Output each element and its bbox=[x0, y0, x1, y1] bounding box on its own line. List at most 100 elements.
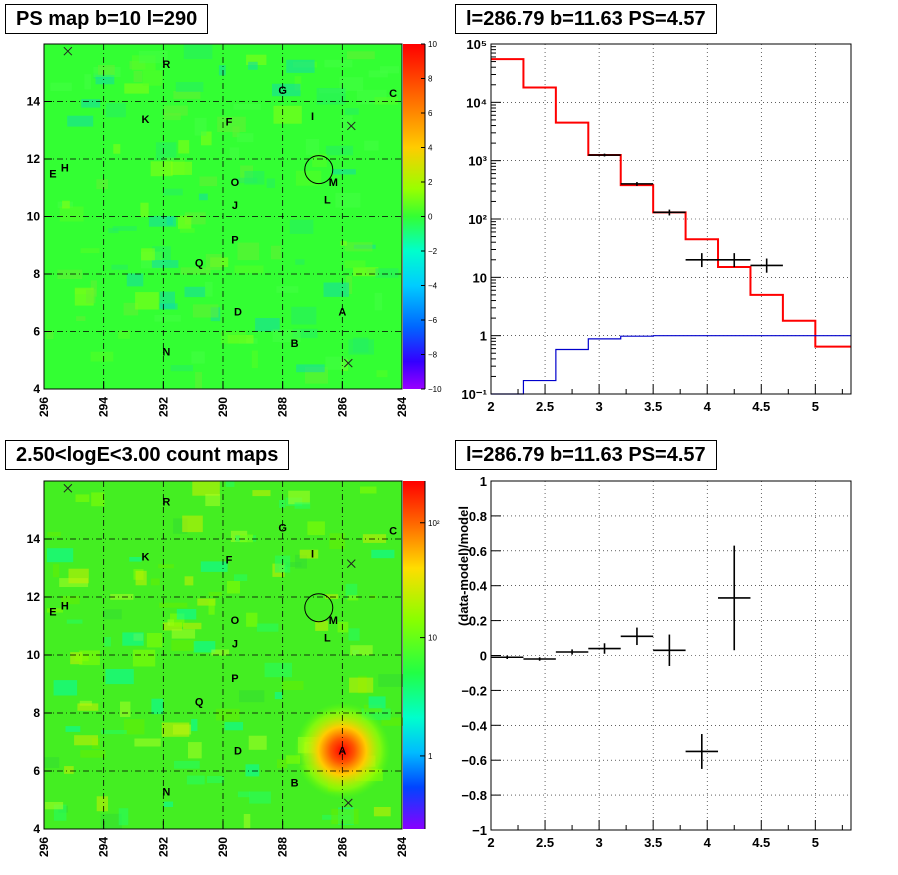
count-map-texture-patch bbox=[65, 726, 81, 732]
ps-map-x-tick-label: 296 bbox=[37, 397, 51, 417]
count-map-source-label: F bbox=[226, 554, 233, 566]
count-map-texture-patch bbox=[237, 791, 250, 798]
ps-map-texture-patch bbox=[271, 245, 281, 260]
ps-map-texture-patch bbox=[305, 139, 320, 155]
count-map-texture-patch bbox=[307, 521, 325, 536]
ps-map-cross-marker bbox=[63, 46, 73, 56]
ps-map-x-tick-label: 294 bbox=[97, 397, 111, 417]
count-map-texture-patch bbox=[151, 698, 164, 715]
count-colorbar-tick-label: 10 bbox=[428, 634, 437, 643]
ps-map-texture-patch bbox=[150, 161, 173, 177]
count-map-texture-patch bbox=[171, 629, 196, 639]
residual-y-tick-label: −0.2 bbox=[461, 683, 487, 698]
count-map-source-label: E bbox=[49, 607, 56, 619]
count-map-y-tick-label: 12 bbox=[27, 590, 41, 604]
ps-map-texture-patch bbox=[173, 91, 201, 99]
ps-map-texture-patch bbox=[236, 133, 254, 143]
count-map-texture-patch bbox=[47, 532, 61, 537]
ps-colorbar-tick-label: 2 bbox=[428, 178, 433, 187]
count-map-texture-patch bbox=[176, 609, 197, 620]
ps-map-texture-patch bbox=[57, 269, 83, 279]
count-map-texture-patch bbox=[264, 662, 292, 678]
count-map-x-tick-label: 284 bbox=[395, 837, 409, 857]
spectrum-x-tick-label: 5 bbox=[812, 399, 819, 414]
count-map-texture-patch bbox=[208, 599, 215, 615]
count-map-y-tick-label: 8 bbox=[33, 706, 40, 720]
ps-map-texture-patch bbox=[374, 292, 383, 311]
count-map-overlay: R G C K F I E H O ML J P Q D A B N bbox=[49, 483, 397, 808]
ps-map-texture-patch bbox=[289, 219, 314, 234]
spectrum-panel: 2 2.5 3 3.5 4 4.5 5 10⁻¹ 1 10 10² 10³ 10⁴ 10⁵ bbox=[461, 37, 852, 414]
ps-map-source-label: K bbox=[141, 114, 149, 126]
ps-map-source-label: I bbox=[311, 111, 314, 123]
count-map-texture-patch bbox=[101, 730, 127, 735]
count-map-grid bbox=[44, 481, 402, 829]
ps-map-source-label: J bbox=[232, 200, 238, 212]
count-map-texture-patch bbox=[80, 750, 106, 758]
count-map-texture-patch bbox=[66, 619, 83, 624]
count-colorbar-tick-label: 1 bbox=[428, 752, 433, 761]
ps-map-texture-patch bbox=[199, 176, 218, 187]
count-map-texture-patch bbox=[103, 609, 122, 620]
ps-map-source-label: D bbox=[234, 306, 242, 318]
count-colorbar-tick-label: 10² bbox=[428, 519, 440, 528]
ps-colorbar bbox=[403, 44, 425, 389]
count-map-source-label: I bbox=[311, 549, 314, 561]
count-map-texture-patch bbox=[79, 700, 92, 706]
ps-map-texture-patch bbox=[133, 71, 143, 83]
ps-map-texture-patch bbox=[80, 248, 100, 254]
ps-map-texture-patch bbox=[118, 330, 130, 339]
spectrum-x-tick-label: 2.5 bbox=[536, 399, 554, 414]
residual-axes: 2 2.5 3 3.5 4 4.5 5 −1 −0.8 −0.6 −0.4 −0.2 0 0.2 0.4 0.… bbox=[461, 474, 843, 850]
ps-map-texture-patch bbox=[90, 351, 114, 362]
count-map-texture-patch bbox=[347, 595, 359, 601]
spectrum-title: l=286.79 b=11.63 PS=4.57 bbox=[455, 4, 717, 34]
count-map-axes: 296 294 292 290 288 286 284 4 6 8 10 12 14 bbox=[27, 532, 409, 857]
count-map-source-label: G bbox=[278, 522, 287, 534]
ps-map-texture-patch bbox=[346, 276, 353, 294]
count-map-texture-patch bbox=[182, 515, 203, 533]
spectrum-x-tick-label: 3 bbox=[595, 399, 602, 414]
ps-map-texture-patch bbox=[112, 226, 137, 231]
spectrum-y-tick-label: 1 bbox=[480, 329, 487, 344]
residual-series bbox=[491, 545, 751, 769]
ps-map-texture-patch bbox=[251, 350, 258, 369]
ps-map-texture-patch bbox=[138, 50, 168, 64]
count-map-texture-patch bbox=[134, 738, 161, 747]
count-map-texture-patch bbox=[171, 640, 196, 651]
ps-colorbar-axis: 10 8 6 4 2 0 −2 −4 −6 −8 −10 bbox=[421, 40, 442, 394]
count-map-texture-patch bbox=[329, 533, 346, 549]
count-map-x-tick-label: 294 bbox=[97, 837, 111, 857]
ps-map-texture-patch bbox=[151, 260, 179, 268]
residual-x-tick-label: 4.5 bbox=[752, 835, 770, 850]
count-map-texture-patch bbox=[360, 486, 377, 494]
ps-map-source-label: L bbox=[324, 194, 331, 206]
ps-colorbar-tick-label: 10 bbox=[428, 40, 437, 49]
ps-map-texture-patch bbox=[295, 170, 322, 186]
ps-map-texture-patch bbox=[295, 259, 305, 265]
ps-map-texture-patch bbox=[191, 351, 205, 364]
count-map-texture-patch bbox=[53, 564, 60, 578]
ps-map-texture-patch bbox=[276, 286, 299, 293]
ps-map-texture-patch bbox=[325, 145, 354, 156]
count-map-texture-patch bbox=[348, 628, 360, 641]
count-map-texture-patch bbox=[192, 481, 220, 496]
ps-map-texture-patch bbox=[272, 83, 301, 97]
count-map-title: 2.50<logE<3.00 count maps bbox=[5, 440, 290, 470]
ps-map-texture-patch bbox=[246, 54, 267, 65]
count-map-cross-marker bbox=[63, 483, 73, 493]
ps-map-source-label: M bbox=[329, 177, 338, 189]
ps-map-y-tick-label: 12 bbox=[27, 152, 41, 166]
ps-map-texture-patch bbox=[62, 200, 70, 209]
residual-panel: 2 2.5 3 3.5 4 4.5 5 −1 −0.8 −0.6 −0.4 −0.2 0 0.2 0.4 0.… bbox=[456, 474, 852, 850]
count-map-texture-patch bbox=[350, 645, 373, 656]
ps-map-texture-patch bbox=[90, 280, 97, 297]
residual-grid bbox=[490, 480, 851, 831]
count-map-texture-patch bbox=[361, 708, 391, 721]
count-map-source-label: H bbox=[61, 601, 69, 613]
count-map-source-label: M bbox=[329, 615, 338, 627]
ps-map-texture-patch bbox=[135, 292, 159, 310]
ps-map-texture-patch bbox=[364, 140, 379, 151]
count-map-texture-patch bbox=[100, 813, 122, 829]
ps-map-texture-patch bbox=[154, 315, 181, 322]
